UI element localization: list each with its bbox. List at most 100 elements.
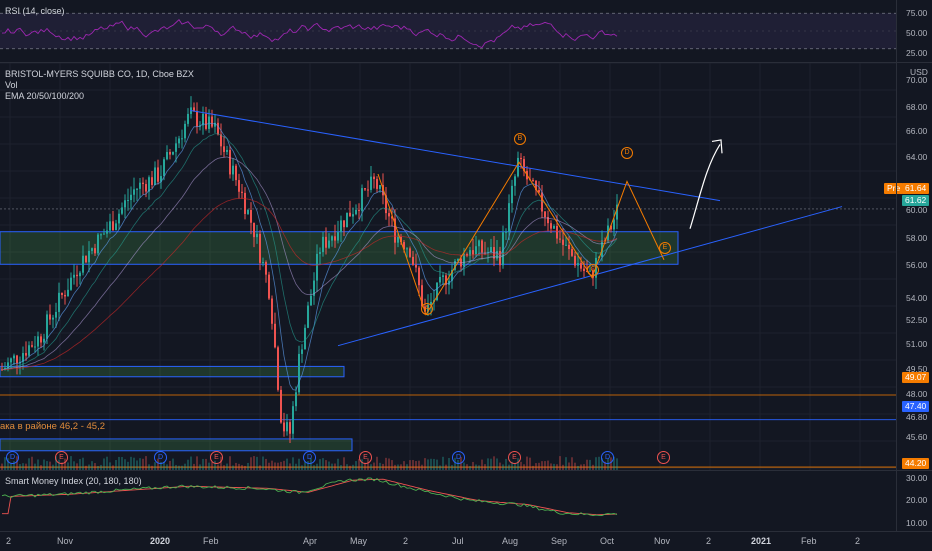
wave-label-a[interactable]: A	[421, 303, 433, 315]
volume-bar	[58, 459, 60, 470]
candle-body	[349, 212, 351, 217]
candle-body	[163, 159, 165, 177]
candle-body	[22, 353, 24, 362]
ema-legend[interactable]: EMA 20/50/100/200	[5, 91, 85, 101]
candle-body	[205, 113, 207, 129]
candle-body	[166, 152, 168, 160]
volume-bar	[304, 461, 306, 470]
volume-bar	[301, 465, 303, 470]
dividend-marker[interactable]: D	[154, 451, 167, 464]
candle-body	[553, 225, 555, 229]
volume-bar	[175, 464, 177, 470]
volume-bar	[499, 462, 501, 470]
volume-bar	[70, 456, 72, 470]
candle-body	[148, 177, 150, 192]
volume-bar	[484, 464, 486, 470]
earnings-marker[interactable]: E	[657, 451, 670, 464]
support-zone	[0, 438, 353, 452]
candle-body	[376, 179, 378, 189]
time-tick: Nov	[654, 536, 671, 546]
wave-label-c[interactable]: C	[587, 264, 599, 276]
volume-bar	[325, 460, 327, 470]
candle-body	[100, 234, 102, 236]
candle-body	[238, 180, 240, 192]
earnings-marker[interactable]: E	[210, 451, 223, 464]
volume-bar	[502, 464, 504, 470]
volume-bar	[214, 460, 216, 470]
smi-legend[interactable]: Smart Money Index (20, 180, 180)	[5, 476, 142, 486]
candle-body	[583, 268, 585, 271]
candle-body	[259, 233, 261, 263]
volume-bar	[358, 459, 360, 470]
volume-bar	[367, 458, 369, 470]
candle-body	[517, 157, 519, 177]
price-chart[interactable]	[0, 63, 932, 470]
dividend-marker[interactable]: D	[452, 451, 465, 464]
pane-separator[interactable]	[0, 470, 932, 471]
volume-bar	[184, 463, 186, 470]
volume-bar	[7, 458, 9, 470]
volume-bar	[457, 459, 459, 470]
volume-bar	[298, 458, 300, 470]
volume-bar	[118, 456, 120, 470]
symbol-title[interactable]: BRISTOL-MYERS SQUIBB CO, 1D, Cboe BZX	[5, 69, 194, 79]
support-zone	[0, 365, 345, 378]
dividend-marker[interactable]: D	[303, 451, 316, 464]
volume-bar	[262, 456, 264, 470]
candle-body	[319, 252, 321, 254]
candle-body	[124, 200, 126, 208]
volume-bar	[43, 459, 45, 470]
volume-bar	[196, 456, 198, 470]
volume-bar	[544, 461, 546, 470]
volume-bar	[550, 463, 552, 470]
volume-bar	[433, 458, 435, 470]
time-axis[interactable]: 2 Nov 2020 Feb Apr May 2 Jul Aug Sep Oct…	[0, 531, 932, 551]
premarket-label-badge: Pre	[884, 183, 904, 194]
volume-bar	[253, 456, 255, 470]
volume-bar	[103, 458, 105, 470]
candle-body	[385, 195, 387, 214]
rsi-line	[1, 19, 618, 49]
volume-bar	[430, 458, 432, 470]
rsi-pane[interactable]: RSI (14, close) 75.00 50.00 25.00	[0, 0, 932, 62]
volume-bar	[52, 464, 54, 470]
candle-body	[556, 225, 558, 239]
volume-bar	[220, 456, 222, 470]
trendline-upper	[189, 109, 721, 202]
volume-bar	[526, 456, 528, 470]
volume-bar	[556, 464, 558, 470]
dividend-marker[interactable]: D	[601, 451, 614, 464]
volume-bar	[205, 458, 207, 470]
volume-bar	[583, 464, 585, 470]
rsi-band	[0, 13, 896, 49]
dividend-marker[interactable]: D	[6, 451, 19, 464]
smi-pane[interactable]: Smart Money Index (20, 180, 180) 30.00 2…	[0, 470, 932, 531]
volume-bar	[493, 456, 495, 470]
volume-bar	[256, 456, 258, 470]
candle-body	[340, 220, 342, 233]
candle-body	[616, 204, 618, 220]
candle-body	[331, 236, 333, 241]
time-tick: Apr	[303, 536, 318, 546]
volume-bar	[199, 464, 201, 470]
candle-body	[307, 305, 309, 328]
candle-body	[274, 323, 276, 348]
volume-bar	[190, 456, 192, 470]
wave-label-b[interactable]: B	[514, 133, 526, 145]
elliott-wave-path	[377, 161, 665, 316]
time-tick: Sep	[551, 536, 568, 546]
earnings-marker[interactable]: E	[508, 451, 521, 464]
wave-label-e[interactable]: E	[659, 242, 671, 254]
rsi-legend[interactable]: RSI (14, close)	[5, 6, 65, 16]
candle-body	[562, 239, 564, 245]
forecast-arrowhead	[711, 139, 723, 154]
support-zone-note[interactable]: ака в районе 46,2 - 45,2	[0, 421, 106, 432]
earnings-marker[interactable]: E	[55, 451, 68, 464]
earnings-marker[interactable]: E	[359, 451, 372, 464]
candle-body	[403, 242, 405, 250]
candle-body	[436, 282, 438, 301]
volume-bar	[10, 463, 12, 470]
wave-label-d[interactable]: D	[621, 147, 633, 159]
main-price-pane[interactable]: BRISTOL-MYERS SQUIBB CO, 1D, Cboe BZX Vo…	[0, 63, 932, 470]
volume-legend[interactable]: Vol	[5, 80, 18, 90]
